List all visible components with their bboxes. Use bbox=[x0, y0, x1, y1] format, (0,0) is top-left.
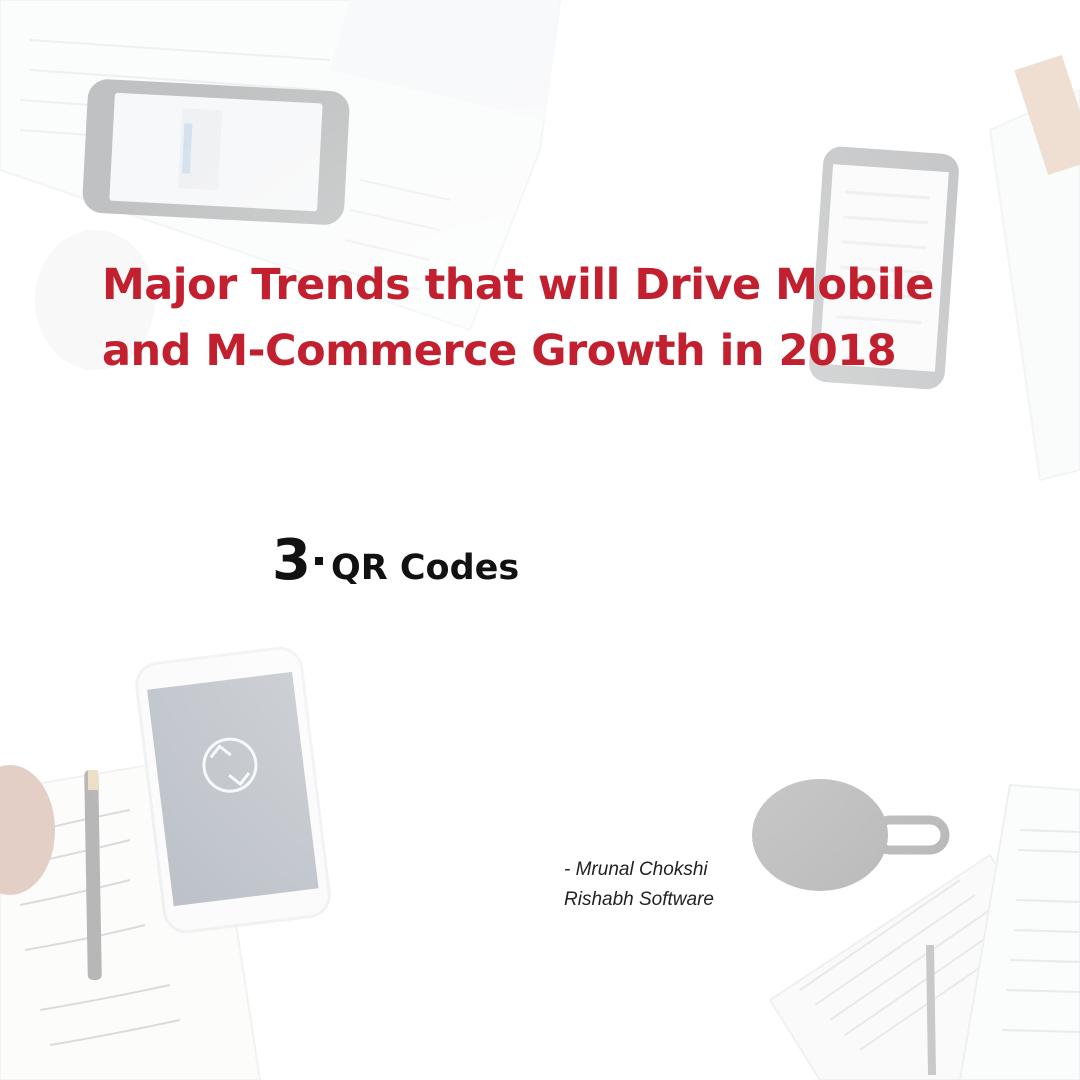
headline-line-1: Major Trends that will Drive Mobile bbox=[102, 260, 934, 310]
phone-icon bbox=[82, 79, 350, 225]
headline: Major Trends that will Drive Mobile and … bbox=[102, 252, 1002, 384]
credit-company: Rishabh Software bbox=[564, 889, 714, 910]
headline-line-2: and M-Commerce Growth in 2018 bbox=[102, 326, 897, 376]
trend-title: QR Codes bbox=[330, 548, 520, 588]
trend-dot bbox=[314, 557, 323, 565]
trend-number: 3 bbox=[272, 528, 311, 593]
phone-icon bbox=[135, 646, 331, 934]
coffee-mug-icon bbox=[752, 779, 950, 891]
credit: - Mrunal Chokshi Rishabh Software bbox=[564, 855, 714, 915]
credit-author: - Mrunal Chokshi bbox=[564, 859, 708, 880]
trend-heading: 3 QR Codes bbox=[272, 526, 519, 596]
